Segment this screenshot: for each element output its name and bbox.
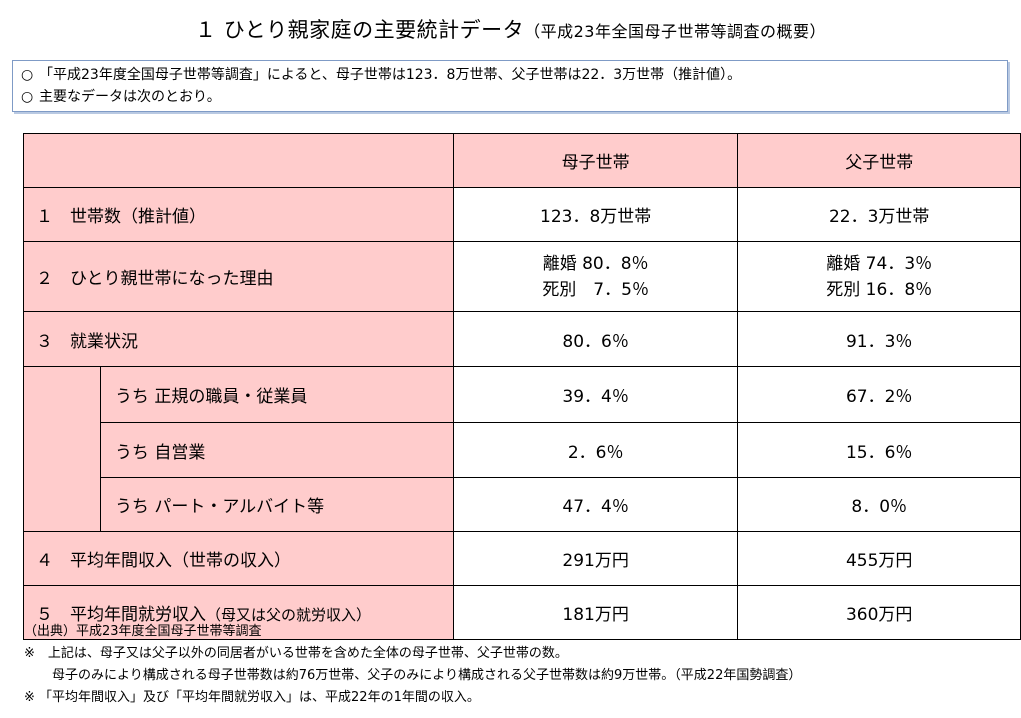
row-label: ２ ひとり親世帯になった理由 — [36, 269, 274, 289]
source-note: （出典）平成23年度全国母子世帯等調査 — [24, 624, 262, 639]
summary-box: ○ 「平成23年度全国母子世帯等調査」によると、母子世帯は123．8万世帯、父子世… — [12, 60, 1008, 112]
table-row: ４ 平均年間収入（世帯の収入） 291万円 455万円 — [23, 531, 1021, 586]
header-blank-cell — [23, 133, 454, 188]
cell-mother: 80．6％ — [452, 311, 739, 367]
title-sub: （平成23年全国母子世帯等調査の概要） — [524, 22, 826, 41]
table-header-row: 母子世帯 父子世帯 — [23, 133, 1021, 188]
header-mother: 母子世帯 — [452, 133, 739, 188]
circle-bullet-icon: ○ — [21, 89, 34, 105]
table-row: ３ 就業状況 80．6％ 91．3％ — [23, 311, 1021, 367]
row-label: ５ 平均年間就労収入（母又は父の就労収入） — [36, 605, 372, 625]
table-row: うち パート・アルバイト等 47．4％ 8．0％ — [24, 477, 1021, 532]
summary-line: ○ 「平成23年度全国母子世帯等調査」によると、母子世帯は123．8万世帯、父子世… — [21, 64, 999, 86]
row-label: うち 自営業 — [114, 442, 206, 463]
cell-father: 455万円 — [737, 531, 1021, 586]
cell-mother: 47．4％ — [452, 477, 739, 532]
cell-mother: 離婚 80．8％ 死別 7．5％ — [452, 241, 739, 312]
cell-father: 91．3％ — [737, 311, 1021, 367]
row-label: うち 正規の職員・従業員 — [114, 387, 308, 407]
cell-mother: 39．4％ — [452, 366, 739, 423]
cell-father: 67．2％ — [737, 366, 1021, 423]
footnote: 母子のみにより構成される母子世帯数は約76万世帯、父子のみにより構成される父子世… — [52, 668, 802, 683]
circle-bullet-icon: ○ — [21, 67, 34, 83]
row-label: １ 世帯数（推計値） — [36, 207, 206, 227]
table-row: ２ ひとり親世帯になった理由 離婚 80．8％ 死別 7．5％ 離婚 74．3％… — [23, 241, 1021, 312]
title-main: １ ひとり親家庭の主要統計データ — [195, 18, 525, 42]
header-father: 父子世帯 — [737, 133, 1021, 188]
summary-line: ○ 主要なデータは次のとおり。 — [21, 86, 999, 108]
indent-cell — [23, 366, 101, 532]
table-row: ５ 平均年間就労収入（母又は父の就労収入） 181万円 360万円 — [23, 585, 1021, 640]
table-row: １ 世帯数（推計値） 123．8万世帯 22．3万世帯 — [23, 187, 1021, 242]
cell-father: 22．3万世帯 — [737, 187, 1021, 242]
statistics-table: 母子世帯 父子世帯 １ 世帯数（推計値） 123．8万世帯 22．3万世帯 ２ … — [23, 133, 1021, 640]
footnote: ※ 上記は、母子又は父子以外の同居者がいる世帯を含めた全体の母子世帯、父子世帯の… — [24, 646, 568, 661]
cell-mother: 291万円 — [452, 531, 739, 586]
cell-father: 15．6％ — [737, 422, 1021, 478]
row-label: ３ 就業状況 — [36, 331, 138, 352]
row-label: ４ 平均年間収入（世帯の収入） — [36, 551, 291, 571]
cell-mother: 181万円 — [452, 585, 739, 640]
table-row: うち 自営業 2．6％ 15．6％ — [24, 422, 1021, 478]
table-row: うち 正規の職員・従業員 39．4％ 67．2％ — [23, 366, 1021, 532]
footnote: ※ 「平均年間収入」及び「平均年間就労収入」は、平成22年の1年間の収入。 — [24, 690, 480, 705]
cell-father: 8．0％ — [737, 477, 1021, 532]
cell-father: 離婚 74．3％ 死別 16．8％ — [737, 241, 1021, 312]
cell-mother: 123．8万世帯 — [452, 187, 739, 242]
cell-father: 360万円 — [737, 585, 1021, 640]
page-title: １ ひとり親家庭の主要統計データ（平成23年全国母子世帯等調査の概要） — [0, 14, 1021, 44]
row-label: うち パート・アルバイト等 — [114, 497, 325, 517]
footnotes: （出典）平成23年度全国母子世帯等調査 ※ 上記は、母子又は父子以外の同居者がい… — [24, 621, 801, 709]
cell-mother: 2．6％ — [452, 422, 739, 478]
